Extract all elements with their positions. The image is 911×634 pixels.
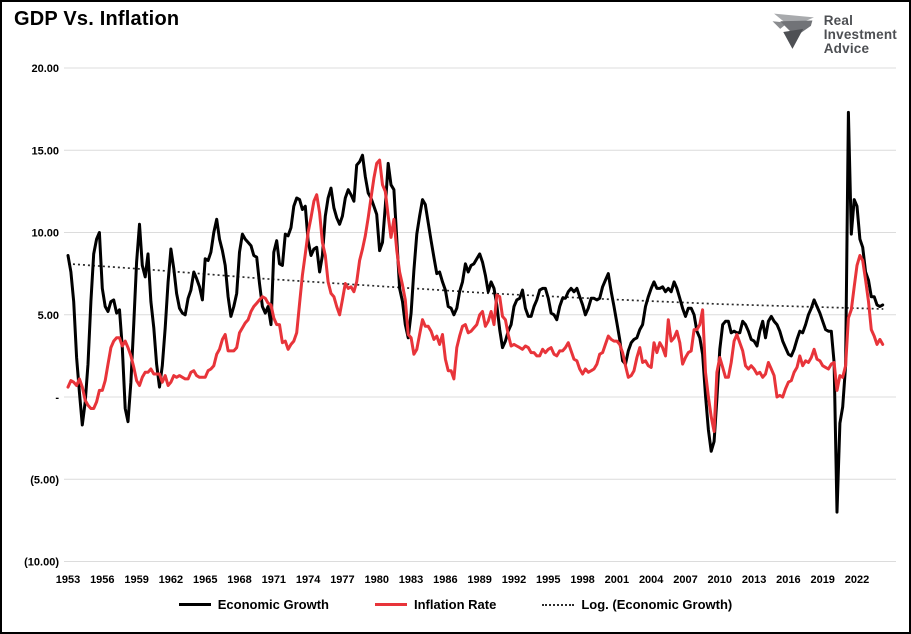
x-tick-label: 1998	[570, 574, 594, 586]
brand-line-1: Real	[823, 12, 854, 28]
legend-label-log-trend: Log. (Economic Growth)	[581, 597, 733, 612]
x-tick-label: 1968	[227, 574, 251, 586]
x-tick-label: 1962	[159, 574, 183, 586]
legend-item-economic-growth: Economic Growth	[178, 597, 329, 612]
x-tick-label: 1995	[536, 574, 560, 586]
x-tick-label: 1965	[193, 574, 217, 586]
x-tick-label: 2004	[639, 574, 664, 586]
legend-label-inflation-rate: Inflation Rate	[413, 597, 497, 612]
y-tick-label: 15.00	[31, 145, 59, 157]
x-tick-label: 2013	[742, 574, 766, 586]
series-inflation-rate	[66, 158, 885, 433]
x-tick-label: 1989	[467, 574, 491, 586]
x-tick-label: 1980	[365, 574, 389, 586]
x-tick-label: 2016	[776, 574, 800, 586]
brand-line-2: Investment	[823, 26, 897, 42]
trend-line	[67, 262, 884, 310]
x-tick-label: 1974	[296, 574, 321, 586]
chart-legend: Economic Growth Inflation Rate Log. (Econo…	[2, 597, 909, 612]
legend-swatch-inflation-rate	[374, 603, 407, 606]
x-tick-label: 1956	[90, 574, 114, 586]
eagle-icon	[771, 10, 817, 59]
page-title: GDP Vs. Inflation	[14, 8, 180, 30]
y-tick-label: 10.00	[31, 228, 59, 240]
x-tick-label: 1983	[399, 574, 423, 586]
legend-swatch-log-trend	[542, 603, 575, 606]
brand-logo: Real Investment Advice	[771, 10, 897, 59]
x-tick-label: 2007	[673, 574, 697, 586]
series-economic-growth	[66, 110, 885, 514]
y-tick-label: (10.00)	[24, 557, 59, 569]
x-tick-label: 2010	[708, 574, 732, 586]
x-tick-label: 1992	[502, 574, 526, 586]
x-tick-label: 1977	[330, 574, 354, 586]
legend-swatch-economic-growth	[178, 603, 211, 606]
y-tick-label: (5.00)	[30, 474, 59, 486]
x-tick-label: 1971	[262, 574, 286, 586]
x-tick-label: 1986	[433, 574, 457, 586]
legend-label-economic-growth: Economic Growth	[217, 597, 329, 612]
y-tick-label: 5.00	[38, 310, 59, 322]
x-tick-label: 2001	[605, 574, 629, 586]
x-tick-label: 2022	[845, 574, 869, 586]
brand-name: Real Investment Advice	[823, 12, 897, 56]
x-tick-label: 1959	[124, 574, 148, 586]
x-tick-label: 2019	[810, 574, 834, 586]
legend-item-inflation-rate: Inflation Rate	[374, 597, 497, 612]
brand-line-3: Advice	[823, 40, 870, 56]
y-tick-label: -	[55, 392, 59, 404]
x-tick-label: 1953	[56, 574, 80, 586]
legend-item-log-trend: Log. (Economic Growth)	[542, 597, 732, 612]
y-tick-label: 20.00	[31, 63, 59, 75]
